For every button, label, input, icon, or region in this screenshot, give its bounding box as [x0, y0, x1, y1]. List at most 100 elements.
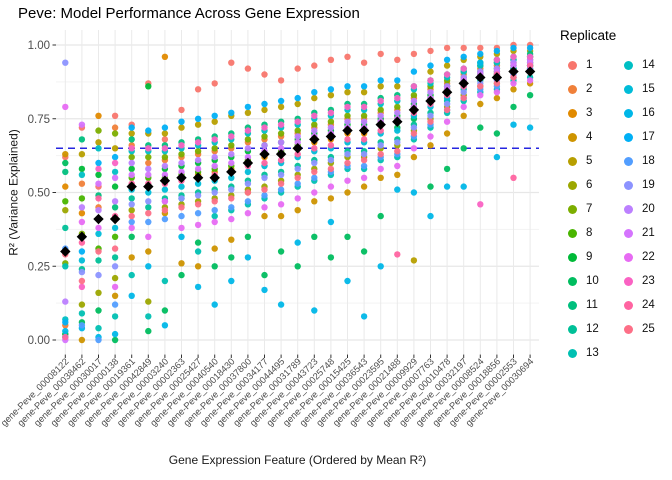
data-point	[95, 325, 102, 332]
data-point	[145, 189, 152, 196]
data-point	[62, 224, 69, 232]
data-point	[161, 171, 169, 178]
mean-diamond	[491, 72, 503, 83]
data-point	[78, 257, 86, 264]
data-point	[244, 109, 252, 117]
y-tick-label: 0.00	[28, 335, 50, 347]
legend-swatch	[624, 132, 633, 142]
data-point	[128, 201, 135, 208]
legend-label: 18	[642, 155, 655, 167]
data-point	[344, 277, 351, 285]
data-point	[344, 177, 351, 184]
data-point	[394, 139, 401, 146]
data-point	[377, 263, 384, 270]
data-point	[194, 139, 202, 146]
data-point	[311, 62, 318, 69]
legend-swatch	[568, 204, 577, 214]
data-point	[410, 153, 418, 161]
data-point	[294, 65, 301, 72]
mean-diamond	[292, 143, 303, 154]
data-point	[526, 124, 534, 131]
data-point	[161, 124, 169, 131]
mean-diamond	[309, 134, 320, 145]
legend-swatch	[624, 300, 633, 310]
legend-label: 7	[586, 203, 593, 215]
mean-diamond	[325, 131, 337, 142]
data-point	[510, 62, 517, 69]
data-point	[526, 44, 534, 52]
data-point	[377, 151, 384, 158]
data-point	[327, 124, 335, 131]
data-point	[95, 171, 102, 178]
data-point	[377, 83, 384, 90]
legend-swatch	[624, 204, 633, 214]
mean-diamond	[76, 231, 88, 242]
data-point	[311, 168, 318, 176]
data-point	[95, 307, 102, 314]
data-point	[178, 260, 185, 267]
mean-diamond	[358, 125, 370, 136]
data-point	[443, 165, 451, 173]
data-point	[211, 162, 218, 170]
data-point	[78, 322, 86, 329]
data-point	[311, 174, 318, 181]
data-point	[277, 130, 285, 137]
y-tick-label: 0.25	[28, 261, 50, 273]
data-point	[178, 224, 185, 232]
data-point	[277, 145, 285, 152]
legend-item-19: 19	[614, 173, 670, 197]
mean-diamond	[192, 172, 204, 183]
data-point	[244, 254, 252, 261]
data-point	[178, 204, 185, 211]
legend-label: 9	[586, 251, 593, 263]
data-point	[128, 212, 135, 220]
data-point	[327, 92, 335, 99]
legend-label: 8	[586, 227, 593, 239]
legend-swatch	[568, 252, 577, 262]
data-point	[377, 165, 384, 173]
data-point	[443, 100, 451, 108]
data-point	[161, 153, 169, 161]
data-point	[493, 153, 501, 161]
data-point	[194, 156, 202, 164]
data-point	[161, 136, 169, 143]
data-point	[477, 59, 484, 66]
data-point	[161, 145, 169, 152]
mean-diamond	[143, 181, 154, 192]
data-point	[95, 195, 102, 202]
data-point	[344, 89, 351, 96]
data-point	[111, 254, 119, 261]
data-point	[145, 313, 152, 320]
data-point	[510, 74, 517, 81]
data-point	[178, 118, 185, 125]
data-point	[360, 59, 368, 66]
data-point	[78, 136, 86, 143]
legend-title: Replicate	[560, 28, 617, 43]
legend-item-20: 20	[614, 197, 670, 221]
legend-item-8: 8	[558, 221, 614, 245]
data-point	[460, 89, 467, 96]
data-point	[128, 271, 135, 279]
data-point	[427, 77, 434, 84]
data-point	[261, 204, 268, 211]
data-point	[228, 133, 235, 140]
legend-item-13: 13	[558, 341, 614, 365]
data-point	[111, 283, 119, 291]
y-tick-label: 1.00	[28, 40, 50, 52]
data-point	[128, 145, 135, 152]
y-axis-labels: 0.00 0.25 0.50 0.75 1.00	[28, 40, 50, 347]
legend-item-7: 7	[558, 197, 614, 221]
data-point	[228, 277, 235, 285]
data-point	[510, 174, 517, 181]
data-point	[78, 218, 86, 226]
data-point	[244, 127, 252, 134]
x-axis-title: Gene Expression Feature (Ordered by Mean…	[168, 453, 427, 467]
data-point	[427, 89, 434, 96]
data-point	[311, 112, 318, 120]
data-point	[111, 159, 119, 167]
data-point	[228, 254, 235, 261]
data-point	[178, 142, 185, 149]
legend-label: 2	[586, 83, 593, 95]
data-point	[410, 92, 418, 99]
